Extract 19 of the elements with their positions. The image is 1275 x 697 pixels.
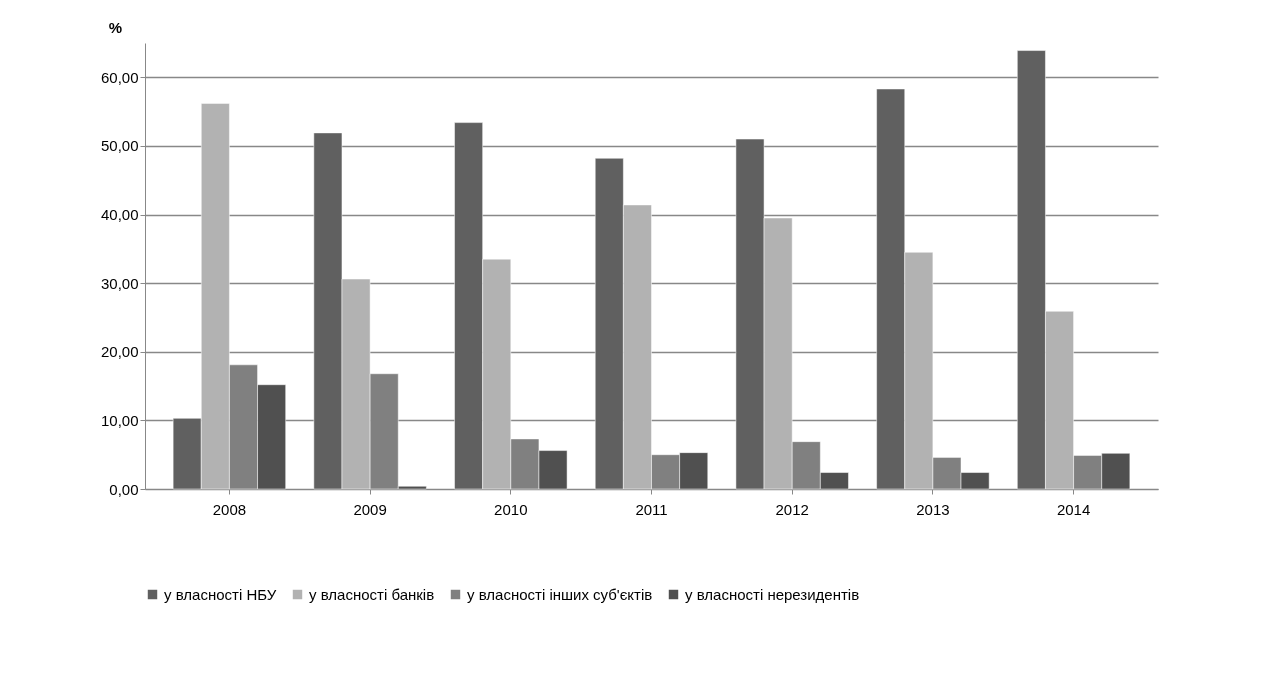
- x-tick-label: 2008: [212, 500, 247, 518]
- y-tick-label: 0,00: [109, 480, 139, 498]
- y-tick-label: 50,00: [100, 137, 139, 155]
- x-tick-label: 2011: [635, 500, 668, 518]
- legend-label: у власності банків: [309, 585, 435, 603]
- y-tick-label: 10,00: [100, 411, 139, 429]
- legend-label: у власності інших суб'єктів: [467, 585, 653, 603]
- legend-label: у власності нерезидентів: [685, 585, 860, 603]
- y-tick-label: 40,00: [100, 206, 139, 224]
- y-axis-title: %: [108, 18, 123, 36]
- x-tick-label: 2010: [494, 500, 528, 518]
- y-tick-label: 20,00: [100, 343, 139, 361]
- legend-label: у власності НБУ: [164, 585, 277, 603]
- x-tick-label: 2012: [775, 500, 809, 518]
- x-tick-label: 2013: [916, 500, 950, 518]
- x-tick-label: 2014: [1056, 500, 1091, 518]
- y-tick-label: 30,00: [100, 274, 139, 292]
- x-tick-label: 2009: [353, 500, 387, 518]
- y-tick-label: 60,00: [100, 68, 139, 86]
